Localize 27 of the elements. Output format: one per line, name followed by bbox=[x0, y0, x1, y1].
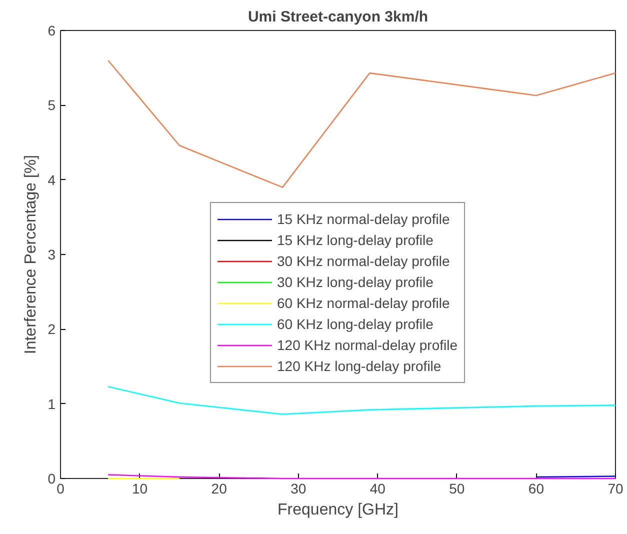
x-tick-label: 50 bbox=[449, 480, 465, 496]
legend-label: 15 KHz long-delay profile bbox=[277, 232, 434, 248]
legend-label: 60 KHz long-delay profile bbox=[277, 316, 434, 332]
line-series bbox=[107, 386, 616, 415]
x-tick-label: 10 bbox=[132, 480, 148, 496]
legend-label: 30 KHz normal-delay profile bbox=[277, 253, 450, 269]
x-tick-label: 60 bbox=[528, 480, 544, 496]
x-tick-label: 20 bbox=[211, 480, 228, 496]
legend-label: 60 KHz normal-delay profile bbox=[277, 295, 450, 311]
legend-label: 30 KHz long-delay profile bbox=[277, 274, 434, 290]
legend-label: 120 KHz normal-delay profile bbox=[277, 337, 458, 353]
y-tick-label: 4 bbox=[48, 172, 56, 188]
x-axis-title: Frequency [GHz] bbox=[278, 502, 398, 518]
legend-label: 120 KHz long-delay profile bbox=[277, 358, 442, 374]
y-axis-title: Interference Percentage [%] bbox=[22, 154, 40, 354]
x-tick-label: 70 bbox=[608, 480, 624, 496]
y-tick-label: 3 bbox=[48, 246, 56, 262]
y-tick-label: 2 bbox=[48, 321, 56, 338]
y-tick-label: 0 bbox=[48, 470, 56, 486]
x-tick-label: 30 bbox=[290, 480, 306, 496]
chart-title: Umi Street-canyon 3km/h bbox=[248, 8, 428, 26]
y-tick-label: 5 bbox=[48, 97, 56, 114]
legend-label: 15 KHz normal-delay profile bbox=[277, 211, 450, 227]
line-series bbox=[107, 60, 616, 188]
x-tick-label: 40 bbox=[370, 480, 386, 496]
y-tick-label: 6 bbox=[48, 22, 56, 38]
y-tick-label: 1 bbox=[48, 396, 56, 412]
